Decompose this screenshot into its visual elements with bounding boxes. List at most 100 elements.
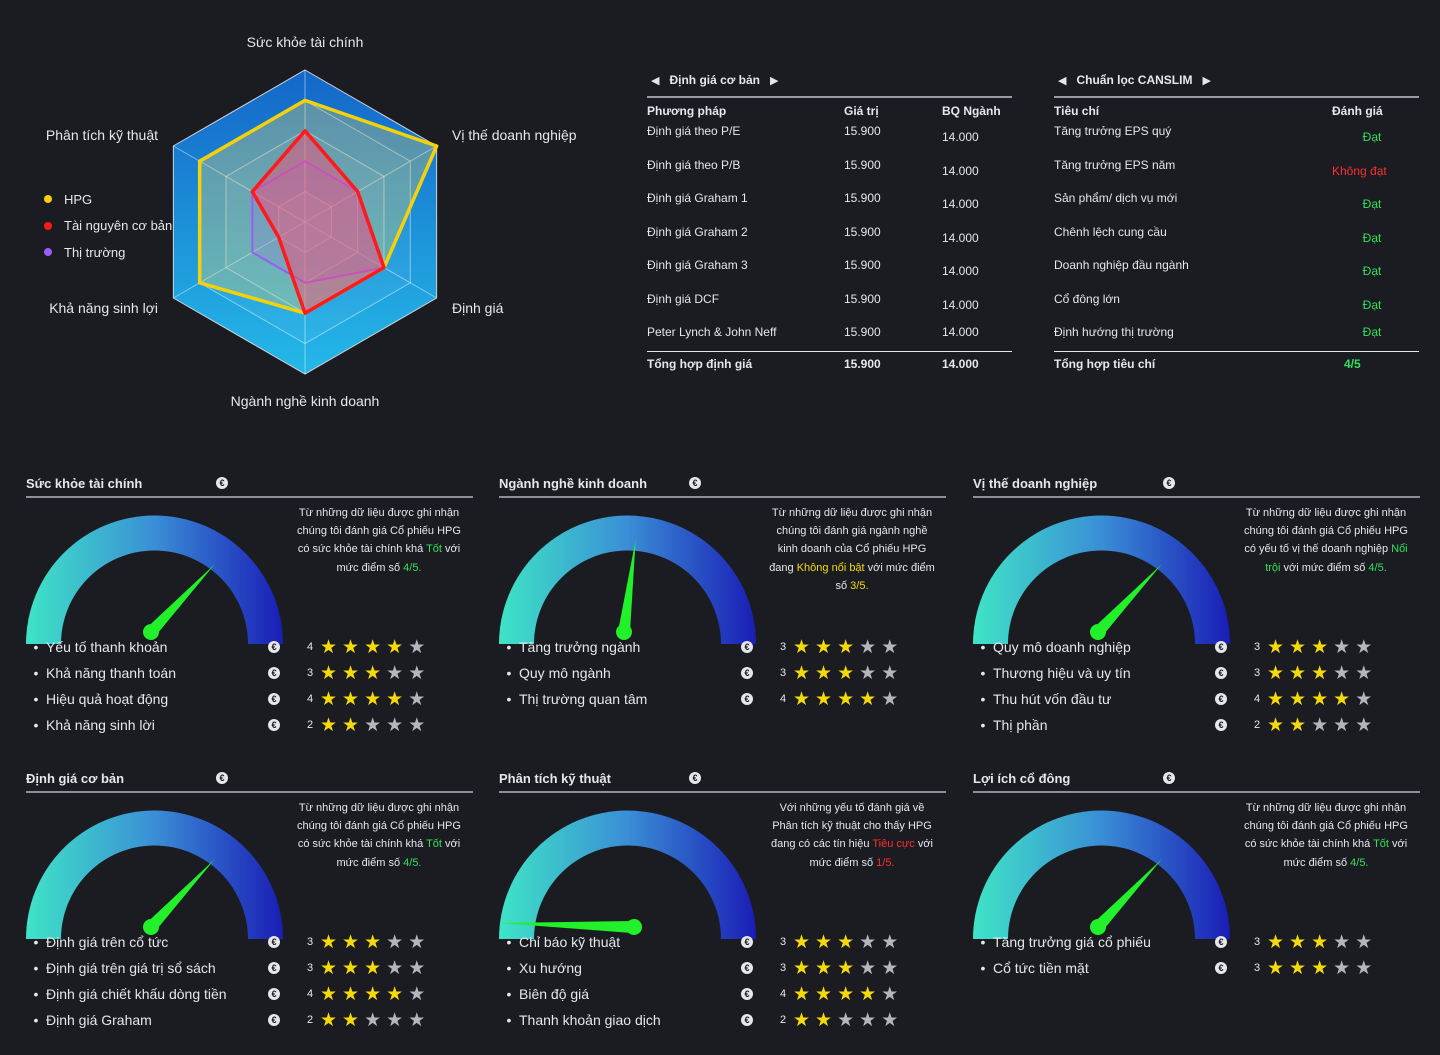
star-icon: ★ <box>815 662 838 684</box>
info-icon[interactable]: € <box>268 641 280 653</box>
total-label: Tổng hợp định giá <box>647 357 753 371</box>
star-icon: ★ <box>859 931 882 953</box>
info-icon[interactable]: € <box>1215 936 1227 948</box>
star-icon: ★ <box>815 688 838 710</box>
info-icon[interactable]: € <box>268 988 280 1000</box>
prev-arrow-icon[interactable]: ◀ <box>651 74 660 87</box>
next-arrow-icon[interactable]: ▶ <box>1202 74 1211 87</box>
star-icon: ★ <box>1333 688 1356 710</box>
star-rating: ★★★★★ <box>320 688 430 711</box>
info-icon[interactable]: € <box>268 667 280 679</box>
star-icon: ★ <box>815 1009 838 1031</box>
radar-spoke <box>304 221 437 299</box>
star-icon: ★ <box>342 662 365 684</box>
criteria-item: • Biên độ giá €4 ★★★★★ <box>499 981 946 1007</box>
info-icon[interactable]: € <box>1215 962 1227 974</box>
info-icon[interactable]: € <box>741 641 753 653</box>
star-icon: ★ <box>881 1009 904 1031</box>
star-icon: ★ <box>1289 688 1312 710</box>
canslim-row: Sản phẩm/ dịch vụ mới Đạt <box>1054 191 1419 225</box>
star-rating: ★★★★★ <box>320 662 430 685</box>
info-icon[interactable]: € <box>1163 477 1175 489</box>
row-criteria: Định hướng thị trường <box>1054 325 1174 339</box>
info-icon[interactable]: € <box>1215 641 1227 653</box>
next-arrow-icon[interactable]: ▶ <box>770 74 779 87</box>
info-icon[interactable]: € <box>1215 667 1227 679</box>
info-icon[interactable]: € <box>741 988 753 1000</box>
info-icon[interactable]: € <box>268 962 280 974</box>
criteria-label: Tăng trưởng giá cổ phiếu <box>993 934 1151 950</box>
row-rating: Đạt <box>1362 297 1382 312</box>
row-sector-avg: 14.000 <box>942 163 979 178</box>
criteria-label: Tăng trưởng ngành <box>519 639 641 655</box>
bullet: • <box>33 986 39 1002</box>
info-icon[interactable]: € <box>741 962 753 974</box>
card-description: Từ những dữ liệu được ghi nhận chúng tôi… <box>297 507 461 574</box>
info-icon[interactable]: € <box>1163 772 1175 784</box>
star-icon: ★ <box>837 662 860 684</box>
star-icon: ★ <box>386 1009 409 1031</box>
info-icon[interactable]: € <box>689 477 701 489</box>
info-icon[interactable]: € <box>741 936 753 948</box>
bullet: • <box>33 717 39 733</box>
radar-spoke <box>304 145 437 223</box>
info-icon[interactable]: € <box>268 693 280 705</box>
star-icon: ★ <box>1311 931 1334 953</box>
criteria-label: Định giá Graham <box>46 1012 152 1028</box>
bullet: • <box>33 691 39 707</box>
star-rating: ★★★★★ <box>1267 636 1377 659</box>
prev-arrow-icon[interactable]: ◀ <box>1058 74 1067 87</box>
info-icon[interactable]: € <box>268 936 280 948</box>
gauge-needle <box>1093 859 1162 932</box>
card-description: Với những yếu tố đánh giá về Phân tích k… <box>771 802 933 869</box>
info-icon[interactable]: € <box>1215 719 1227 731</box>
criteria-item: • Định giá trên giá trị sổ sách €3 ★★★★★ <box>26 955 473 981</box>
star-icon: ★ <box>320 931 343 953</box>
info-icon[interactable]: € <box>1215 693 1227 705</box>
criteria-item: • Quy mô ngành €3 ★★★★★ <box>499 660 946 686</box>
valuation-row: Định giá theo P/B 15.900 14.000 <box>647 158 1012 192</box>
bullet: • <box>33 665 39 681</box>
row-method: Định giá theo P/E <box>647 124 741 138</box>
star-icon: ★ <box>364 1009 387 1031</box>
info-icon[interactable]: € <box>268 719 280 731</box>
info-icon[interactable]: € <box>268 1014 280 1026</box>
row-method: Định giá theo P/B <box>647 157 741 172</box>
info-icon[interactable]: € <box>741 667 753 679</box>
valuation-nav: ◀ Định giá cơ bản ▶ <box>647 70 1012 90</box>
info-icon[interactable]: € <box>741 1014 753 1026</box>
row-sector-avg: 14.000 <box>942 297 979 312</box>
bullet: • <box>506 691 512 707</box>
gauge-arc <box>26 810 283 939</box>
total-value: 15.900 <box>844 357 881 371</box>
info-icon[interactable]: € <box>741 693 753 705</box>
star-icon: ★ <box>881 636 904 658</box>
card-description: Từ những dữ liệu được ghi nhận chúng tôi… <box>1244 802 1408 869</box>
header-criteria: Tiêu chí <box>1054 104 1100 118</box>
info-icon[interactable]: € <box>689 772 701 784</box>
star-icon: ★ <box>364 662 387 684</box>
criteria-score: 4 <box>306 693 314 705</box>
star-icon: ★ <box>859 636 882 658</box>
divider <box>1054 96 1419 98</box>
total-label: Tổng hợp tiêu chí <box>1054 357 1156 371</box>
criteria-item: • Định giá Graham €2 ★★★★★ <box>26 1007 473 1033</box>
row-method: Định giá Graham 3 <box>647 258 748 272</box>
star-icon: ★ <box>837 983 860 1005</box>
row-value: 15.900 <box>844 325 881 339</box>
row-value: 15.900 <box>844 157 881 172</box>
canslim-row: Chênh lệch cung cầu Đạt <box>1054 225 1419 259</box>
gauge-chart <box>499 515 756 644</box>
gauge-needle <box>146 859 215 932</box>
score-card: Lợi ích cổ đông € Từ những dữ liệu được … <box>973 765 1420 1055</box>
star-icon: ★ <box>815 636 838 658</box>
star-icon: ★ <box>1289 662 1312 684</box>
info-icon[interactable]: € <box>216 772 228 784</box>
radar-axis-label: Định giá <box>452 300 504 316</box>
gauge-needle-hub <box>143 624 159 640</box>
star-icon: ★ <box>342 714 365 736</box>
criteria-label: Thương hiệu và uy tín <box>993 665 1131 681</box>
valuation-row: Định giá Graham 2 15.900 14.000 <box>647 225 1012 259</box>
star-rating: ★★★★★ <box>320 957 430 980</box>
info-icon[interactable]: € <box>216 477 228 489</box>
